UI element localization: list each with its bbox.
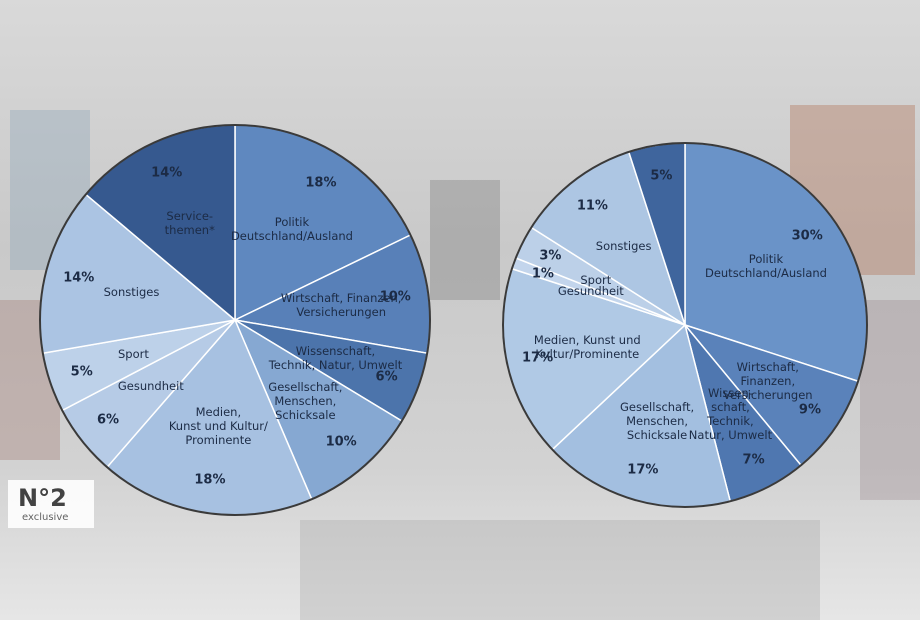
value-label: 3% [539, 248, 562, 264]
value-label: 5% [70, 364, 93, 380]
magazine [300, 520, 820, 620]
slice-label: Wirtschaft, Finanzen, Versicherungen [722, 360, 813, 403]
slice-label: Gesundheit [557, 284, 624, 299]
value-label: 6% [375, 369, 398, 385]
slice-label: Politik Deutschland/Ausland [704, 252, 827, 281]
slice-label: Medien, Kunst und Kultur/ Prominente [168, 404, 268, 447]
value-label: 6% [96, 412, 120, 428]
badge-label: exclusive [22, 512, 69, 523]
slice-label: Gesellschaft, Menschen, Schicksale [268, 379, 343, 422]
value-label: 17% [627, 462, 659, 478]
value-label: 9% [798, 402, 821, 418]
pie-border [39, 124, 431, 516]
slice-label: Sport [580, 272, 612, 287]
value-label: 14% [151, 165, 183, 181]
slice-label: Wissenschaft, Technik, Natur, Umwelt [268, 343, 403, 372]
slice-label: Wissen- schaft, Technik, Natur, Umwelt [688, 386, 773, 443]
value-label: 7% [742, 452, 765, 468]
value-label: 10% [325, 434, 357, 450]
value-label: 10% [379, 289, 411, 305]
slice-label: Gesundheit [117, 379, 184, 394]
badge-number: N°2 [18, 484, 67, 512]
value-label: 17% [522, 350, 554, 366]
value-label: 30% [791, 228, 823, 244]
value-label: 18% [305, 175, 337, 191]
slice-label: Medien, Kunst und Kultur/Prominente [533, 332, 641, 361]
slice-label: Sport [117, 347, 149, 362]
badge: N°2 exclusive [8, 480, 94, 528]
slice-label: Sonstiges [595, 238, 652, 253]
slice-label: Service- themen* [164, 208, 215, 237]
pie-border [502, 142, 868, 508]
slice-label: Gesellschaft, Menschen, Schicksale [620, 400, 695, 443]
value-label: 14% [63, 270, 95, 286]
magazine [430, 180, 500, 300]
slice-label: Politik Deutschland/Ausland [230, 215, 353, 244]
slice-label: Sonstiges [103, 284, 160, 299]
value-label: 1% [531, 266, 554, 282]
value-label: 18% [194, 472, 226, 488]
magazine [860, 300, 920, 500]
value-label: 11% [576, 198, 608, 214]
slice-label: Wirtschaft, Finanzen, Versicherungen [280, 291, 402, 320]
value-label: 5% [650, 168, 673, 184]
